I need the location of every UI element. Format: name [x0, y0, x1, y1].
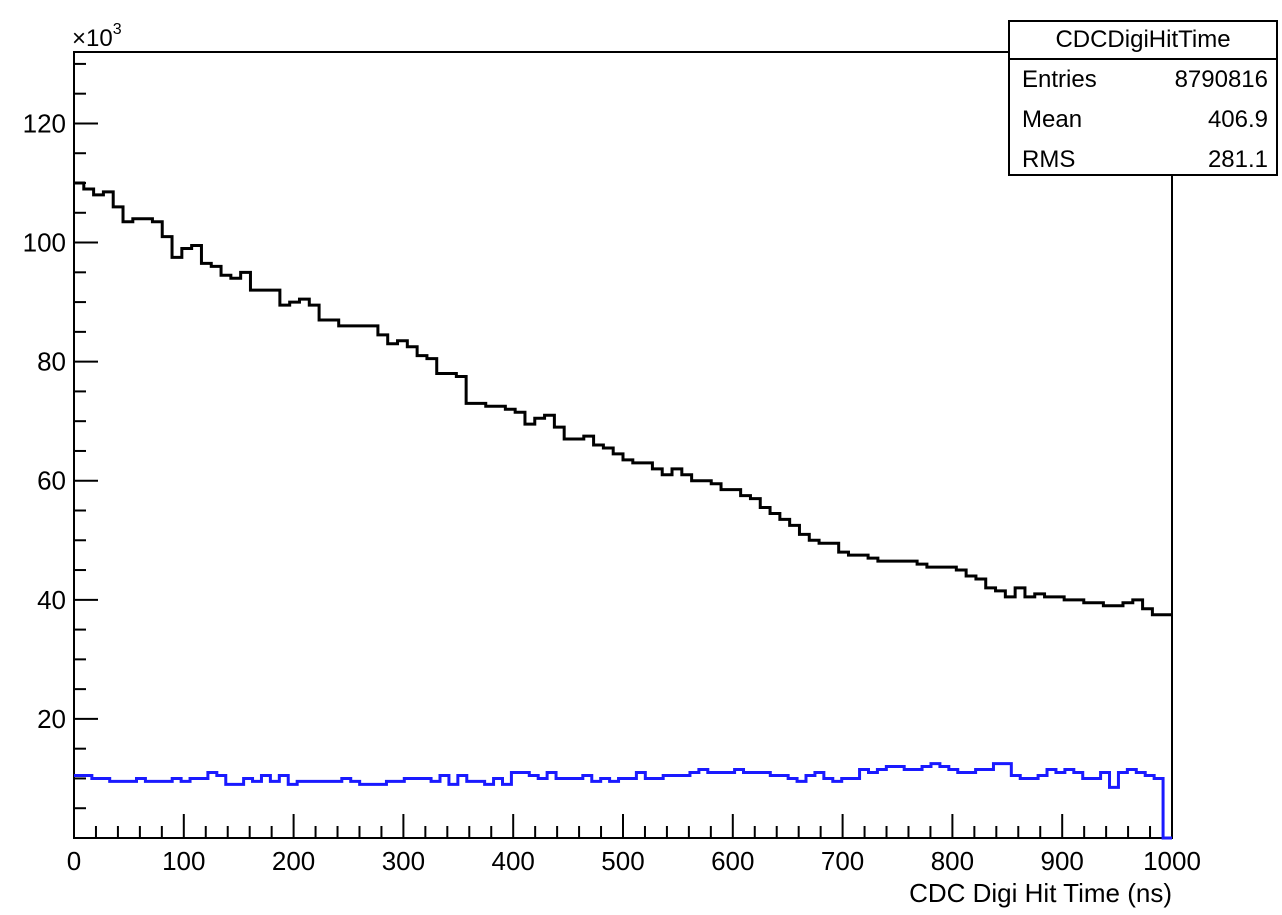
x-tick-label: 800 [931, 846, 974, 876]
y-tick-label: 100 [23, 228, 66, 258]
stats-entries-value: 8790816 [1174, 66, 1268, 93]
x-tick-label: 200 [272, 846, 315, 876]
y-axis: 20 40 60 80 100 120 [23, 62, 98, 810]
x-tick-label: 300 [382, 846, 425, 876]
series-0-line [74, 181, 1172, 617]
x-tick-label: 1000 [1143, 846, 1201, 876]
stats-rms-value: 281.1 [1207, 146, 1268, 173]
stats-row-entries: Entries 8790816 [1010, 60, 1276, 100]
x-tick-label: 100 [162, 846, 205, 876]
x-tick-label: 900 [1041, 846, 1084, 876]
x-tick-label: 500 [601, 846, 644, 876]
stats-title: CDCDigiHitTime [1010, 22, 1276, 60]
y-multiplier-base: ×10 [72, 25, 113, 52]
y-tick-label: 80 [37, 347, 66, 377]
x-tick-label: 600 [711, 846, 754, 876]
y-tick-label: 60 [37, 466, 66, 496]
y-tick-label: 20 [37, 704, 66, 734]
y-tick-label: 40 [37, 585, 66, 615]
x-axis-title: CDC Digi Hit Time (ns) [909, 878, 1172, 908]
x-tick-label: 400 [492, 846, 535, 876]
series-1-line [74, 762, 1172, 840]
stats-rms-label: RMS [1022, 146, 1076, 173]
x-tick-label: 0 [67, 846, 81, 876]
stats-entries-label: Entries [1022, 66, 1097, 93]
y-tick-label: 120 [23, 108, 66, 138]
x-tick-label: 700 [821, 846, 864, 876]
y-axis-multiplier: ×103 [72, 21, 122, 52]
y-multiplier-exponent: 3 [113, 21, 122, 38]
statistics-box: CDCDigiHitTime Entries 8790816 Mean 406.… [1008, 20, 1278, 176]
histogram-series [74, 181, 1172, 840]
stats-row-rms: RMS 281.1 [1010, 140, 1276, 180]
stats-row-mean: Mean 406.9 [1010, 100, 1276, 140]
x-axis: 0 100 200 300 400 500 600 700 800 900 1000 [67, 814, 1201, 876]
stats-mean-value: 406.9 [1207, 106, 1268, 133]
stats-mean-label: Mean [1022, 106, 1083, 133]
